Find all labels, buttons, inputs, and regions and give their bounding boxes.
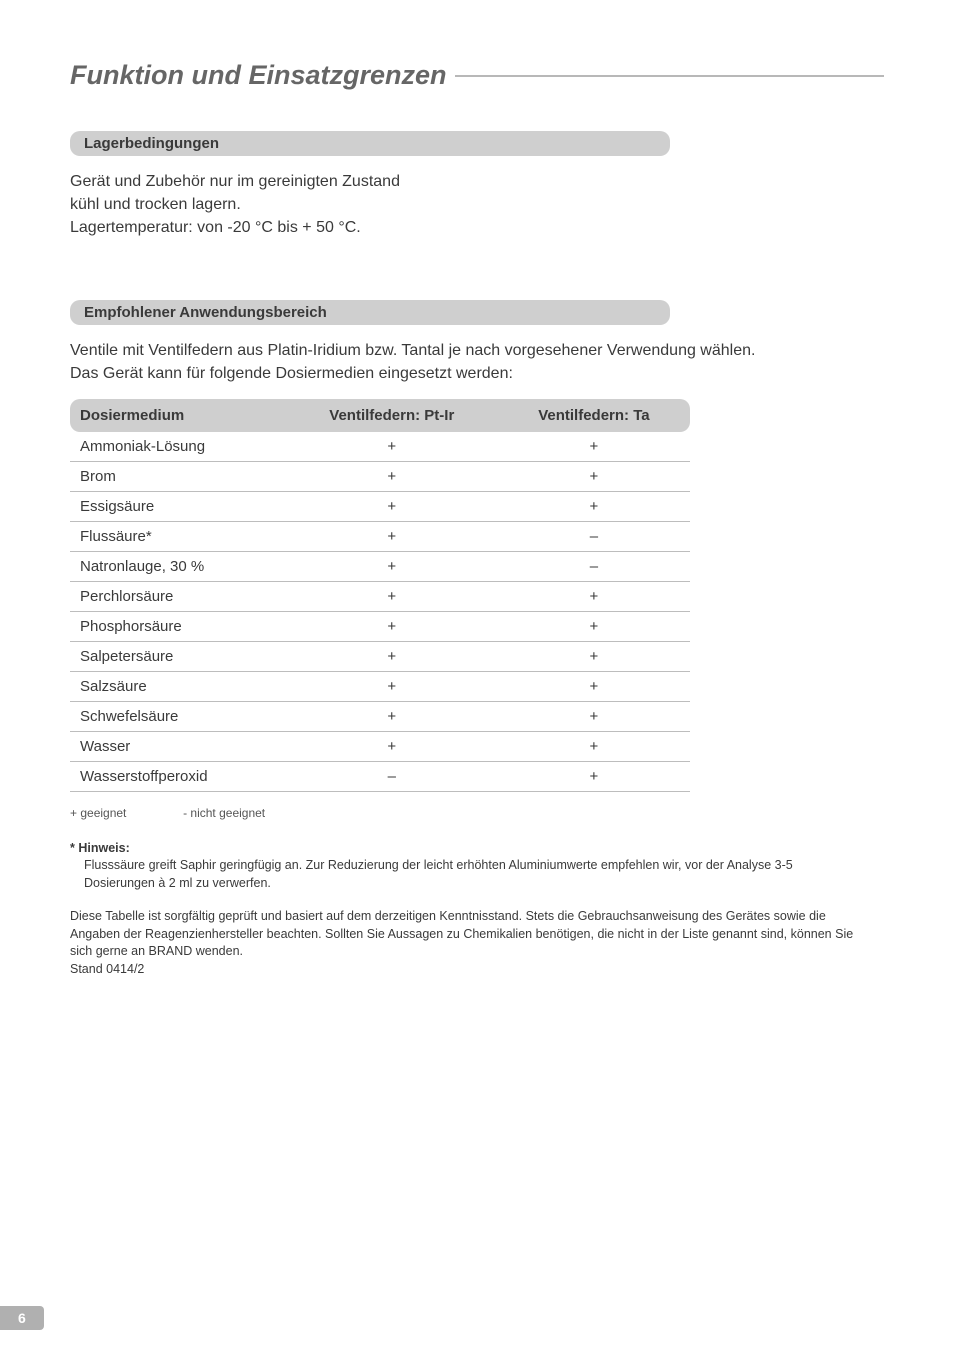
storage-line2: kühl und trocken lagern. (70, 196, 241, 213)
table-body: Ammoniak-Lösung++Brom++Essigsäure++Fluss… (70, 432, 690, 792)
col-ptir: Ventilfedern: Pt-Ir (286, 399, 498, 432)
cell-ptir: + (286, 611, 498, 641)
table-row: Flussäure*+– (70, 521, 690, 551)
table-row: Brom++ (70, 461, 690, 491)
cell-ptir: + (286, 461, 498, 491)
cell-medium: Ammoniak-Lösung (70, 432, 286, 462)
table-row: Natronlauge, 30 %+– (70, 551, 690, 581)
table-row: Essigsäure++ (70, 491, 690, 521)
table-row: Salzsäure++ (70, 671, 690, 701)
cell-medium: Wasserstoffperoxid (70, 761, 286, 791)
table-row: Wasser++ (70, 731, 690, 761)
cell-medium: Phosphorsäure (70, 611, 286, 641)
cell-ta: + (498, 491, 690, 521)
cell-ta: – (498, 521, 690, 551)
cell-medium: Schwefelsäure (70, 701, 286, 731)
cell-medium: Essigsäure (70, 491, 286, 521)
cell-ptir: + (286, 491, 498, 521)
storage-text: Gerät und Zubehör nur im gereinigten Zus… (70, 170, 884, 240)
note-block: * Hinweis: Flusssäure greift Saphir geri… (70, 840, 850, 893)
table-row: Salpetersäure++ (70, 641, 690, 671)
legend: + geeignet - nicht geeignet (70, 806, 884, 820)
cell-ta: + (498, 671, 690, 701)
compatibility-table: Dosiermedium Ventilfedern: Pt-Ir Ventilf… (70, 399, 690, 792)
cell-ta: + (498, 432, 690, 462)
cell-ta: + (498, 641, 690, 671)
cell-ptir: + (286, 641, 498, 671)
col-medium: Dosiermedium (70, 399, 286, 432)
cell-ta: + (498, 761, 690, 791)
cell-medium: Salzsäure (70, 671, 286, 701)
page-title: Funktion und Einsatzgrenzen (70, 60, 447, 91)
cell-ta: + (498, 731, 690, 761)
disclaimer-stand: Stand 0414/2 (70, 962, 144, 976)
disclaimer-text: Diese Tabelle ist sorgfältig geprüft und… (70, 909, 853, 958)
legend-plus: + geeignet (70, 806, 126, 820)
disclaimer: Diese Tabelle ist sorgfältig geprüft und… (70, 908, 870, 978)
cell-ta: + (498, 611, 690, 641)
cell-ptir: + (286, 432, 498, 462)
cell-medium: Natronlauge, 30 % (70, 551, 286, 581)
storage-line1: Gerät und Zubehör nur im gereinigten Zus… (70, 173, 400, 190)
note-text: Flusssäure greift Saphir geringfügig an.… (70, 857, 850, 892)
usage-intro2: Das Gerät kann für folgende Dosiermedien… (70, 365, 513, 382)
cell-ptir: + (286, 731, 498, 761)
usage-heading: Empfohlener Anwendungsbereich (70, 300, 670, 325)
table-row: Perchlorsäure++ (70, 581, 690, 611)
cell-medium: Wasser (70, 731, 286, 761)
cell-medium: Brom (70, 461, 286, 491)
cell-medium: Perchlorsäure (70, 581, 286, 611)
cell-medium: Salpetersäure (70, 641, 286, 671)
page-number: 6 (0, 1306, 44, 1330)
legend-minus: - nicht geeignet (183, 806, 265, 820)
table-header-row: Dosiermedium Ventilfedern: Pt-Ir Ventilf… (70, 399, 690, 432)
usage-intro: Ventile mit Ventilfedern aus Platin-Irid… (70, 339, 884, 385)
cell-ta: + (498, 461, 690, 491)
note-label: * Hinweis: (70, 841, 130, 855)
title-row: Funktion und Einsatzgrenzen (70, 60, 884, 91)
storage-heading: Lagerbedingungen (70, 131, 670, 156)
col-ta: Ventilfedern: Ta (498, 399, 690, 432)
page-container: Funktion und Einsatzgrenzen Lagerbedingu… (0, 0, 954, 1354)
table-row: Ammoniak-Lösung++ (70, 432, 690, 462)
cell-ptir: – (286, 761, 498, 791)
cell-ptir: + (286, 521, 498, 551)
cell-ta: – (498, 551, 690, 581)
storage-line3: Lagertemperatur: von -20 °C bis + 50 °C. (70, 219, 361, 236)
cell-ptir: + (286, 671, 498, 701)
title-rule (455, 75, 885, 77)
cell-ptir: + (286, 581, 498, 611)
usage-intro1: Ventile mit Ventilfedern aus Platin-Irid… (70, 342, 755, 359)
table-row: Phosphorsäure++ (70, 611, 690, 641)
cell-medium: Flussäure* (70, 521, 286, 551)
cell-ptir: + (286, 551, 498, 581)
cell-ptir: + (286, 701, 498, 731)
cell-ta: + (498, 581, 690, 611)
cell-ta: + (498, 701, 690, 731)
table-row: Wasserstoffperoxid–+ (70, 761, 690, 791)
table-row: Schwefelsäure++ (70, 701, 690, 731)
